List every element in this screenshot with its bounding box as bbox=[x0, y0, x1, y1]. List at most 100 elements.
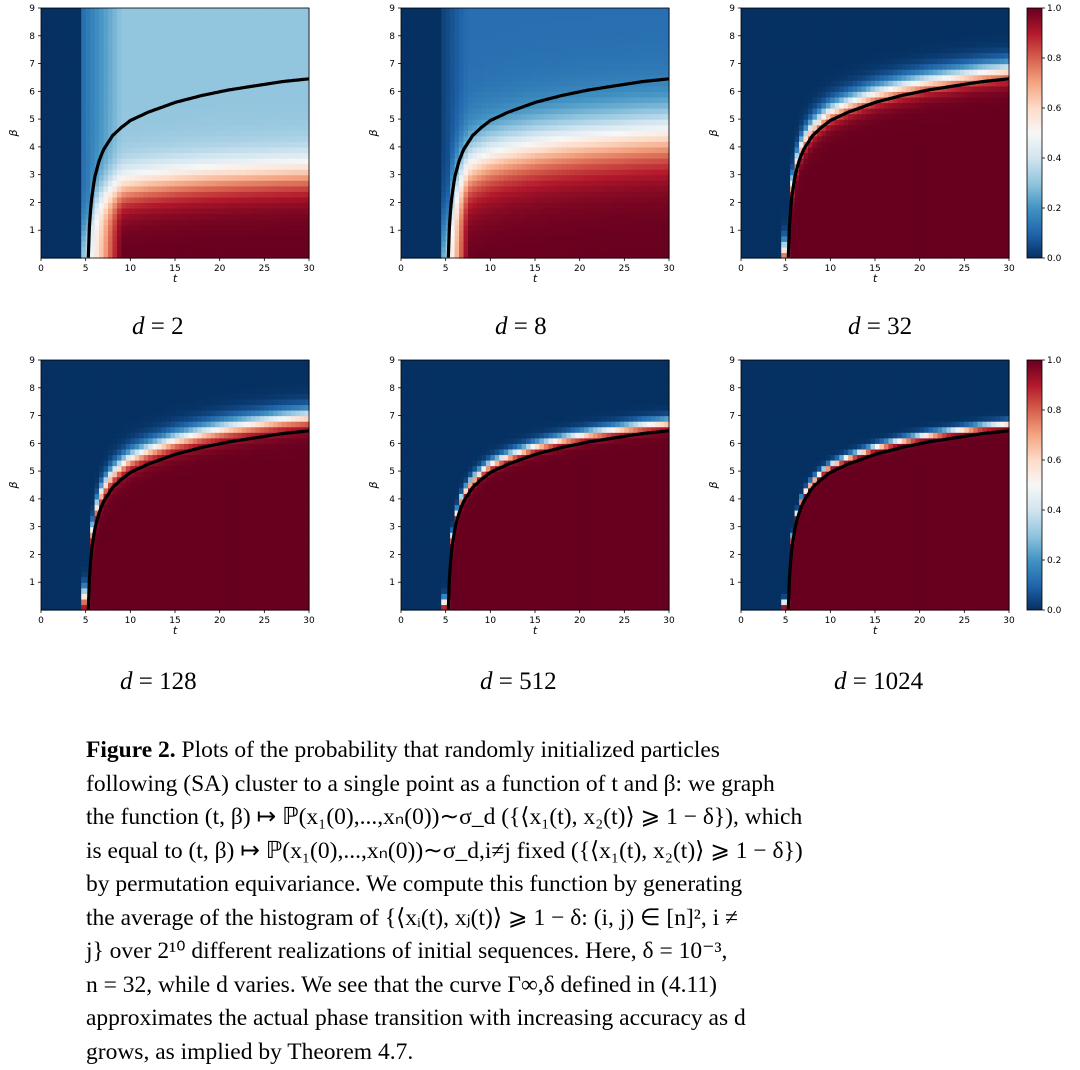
heatmap-cell bbox=[437, 152, 442, 158]
heatmap-cell bbox=[526, 64, 531, 70]
heatmap-cell bbox=[264, 214, 269, 220]
heatmap-cell bbox=[553, 152, 558, 158]
heatmap-cell bbox=[589, 19, 594, 25]
heatmap-cell bbox=[580, 119, 585, 125]
heatmap-cell bbox=[553, 164, 558, 170]
heatmap-cell bbox=[580, 158, 585, 164]
heatmap-cell bbox=[535, 41, 540, 47]
heatmap-cell bbox=[233, 180, 238, 186]
heatmap-cell bbox=[104, 91, 109, 97]
heatmap-cell bbox=[441, 19, 446, 25]
heatmap-cell bbox=[481, 152, 486, 158]
heatmap-cell bbox=[291, 102, 296, 108]
heatmap-cell bbox=[251, 141, 256, 147]
heatmap-cell bbox=[464, 197, 469, 203]
heatmap-cell bbox=[575, 97, 580, 103]
heatmap-cell bbox=[260, 25, 265, 31]
heatmap-cell bbox=[197, 180, 202, 186]
heatmap-cell bbox=[50, 52, 55, 58]
heatmap-cell bbox=[273, 241, 278, 247]
heatmap-cell bbox=[468, 202, 473, 208]
heatmap-cell bbox=[126, 91, 131, 97]
heatmap-cell bbox=[104, 114, 109, 120]
heatmap-cell bbox=[166, 47, 171, 53]
heatmap-cell bbox=[130, 86, 135, 92]
heatmap-cell bbox=[562, 197, 567, 203]
heatmap-cell bbox=[193, 247, 198, 253]
heatmap-cell bbox=[508, 219, 513, 225]
heatmap-cell bbox=[104, 202, 109, 208]
heatmap-cell bbox=[264, 14, 269, 20]
heatmap-cell bbox=[405, 41, 410, 47]
heatmap-cell bbox=[598, 58, 603, 64]
heatmap-cell bbox=[423, 64, 428, 70]
heatmap-cell bbox=[179, 36, 184, 42]
heatmap-cell bbox=[544, 230, 549, 236]
heatmap-cell bbox=[229, 175, 234, 181]
heatmap-cell bbox=[260, 91, 265, 97]
heatmap-cell bbox=[477, 47, 482, 53]
heatmap-cell bbox=[220, 19, 225, 25]
heatmap-cell bbox=[220, 202, 225, 208]
heatmap-cell bbox=[41, 152, 46, 158]
heatmap-cell bbox=[153, 147, 158, 153]
heatmap-cell bbox=[112, 219, 117, 225]
heatmap-cell bbox=[112, 225, 117, 231]
heatmap-cell bbox=[499, 125, 504, 131]
heatmap-cell bbox=[104, 52, 109, 58]
heatmap-cell bbox=[620, 97, 625, 103]
heatmap-cell bbox=[63, 69, 68, 75]
heatmap-cell bbox=[300, 102, 305, 108]
heatmap-cell bbox=[72, 14, 77, 20]
heatmap-cell bbox=[468, 30, 473, 36]
heatmap-cell bbox=[296, 102, 301, 108]
heatmap-cell bbox=[446, 80, 451, 86]
heatmap-cell bbox=[63, 47, 68, 53]
heatmap-cell bbox=[486, 47, 491, 53]
heatmap-cell bbox=[539, 86, 544, 92]
heatmap-cell bbox=[264, 91, 269, 97]
heatmap-cell bbox=[179, 130, 184, 136]
heatmap-cell bbox=[513, 80, 518, 86]
heatmap-cell bbox=[575, 41, 580, 47]
heatmap-cell bbox=[553, 25, 558, 31]
heatmap-cell bbox=[606, 75, 611, 81]
heatmap-cell bbox=[282, 119, 287, 125]
heatmap-cell bbox=[242, 169, 247, 175]
heatmap-cell bbox=[477, 14, 482, 20]
heatmap-cell bbox=[50, 219, 55, 225]
heatmap-cell bbox=[112, 47, 117, 53]
heatmap-cell bbox=[220, 47, 225, 53]
heatmap-cell bbox=[557, 214, 562, 220]
heatmap-cell bbox=[81, 169, 86, 175]
heatmap-cell bbox=[589, 236, 594, 242]
heatmap-cell bbox=[197, 25, 202, 31]
heatmap-cell bbox=[108, 180, 113, 186]
heatmap-cell bbox=[72, 125, 77, 131]
heatmap-cell bbox=[233, 41, 238, 47]
heatmap-cell bbox=[580, 14, 585, 20]
heatmap-cell bbox=[90, 58, 95, 64]
heatmap-cell bbox=[95, 69, 100, 75]
heatmap-cell bbox=[441, 75, 446, 81]
heatmap-cell bbox=[224, 141, 229, 147]
heatmap-cell bbox=[296, 241, 301, 247]
heatmap-cell bbox=[300, 225, 305, 231]
heatmap-cell bbox=[130, 102, 135, 108]
heatmap-cell bbox=[589, 130, 594, 136]
heatmap-cell bbox=[166, 214, 171, 220]
heatmap-cell bbox=[522, 241, 527, 247]
heatmap-cell bbox=[162, 197, 167, 203]
heatmap-cell bbox=[598, 225, 603, 231]
heatmap-cell bbox=[157, 158, 162, 164]
heatmap-cell bbox=[455, 102, 460, 108]
heatmap-cell bbox=[553, 64, 558, 70]
heatmap-cell bbox=[211, 191, 216, 197]
heatmap-cell bbox=[300, 108, 305, 114]
heatmap-cell bbox=[437, 86, 442, 92]
heatmap-cell bbox=[517, 158, 522, 164]
heatmap-cell bbox=[548, 202, 553, 208]
heatmap-cell bbox=[224, 69, 229, 75]
heatmap-cell bbox=[544, 158, 549, 164]
heatmap-cell bbox=[45, 169, 50, 175]
